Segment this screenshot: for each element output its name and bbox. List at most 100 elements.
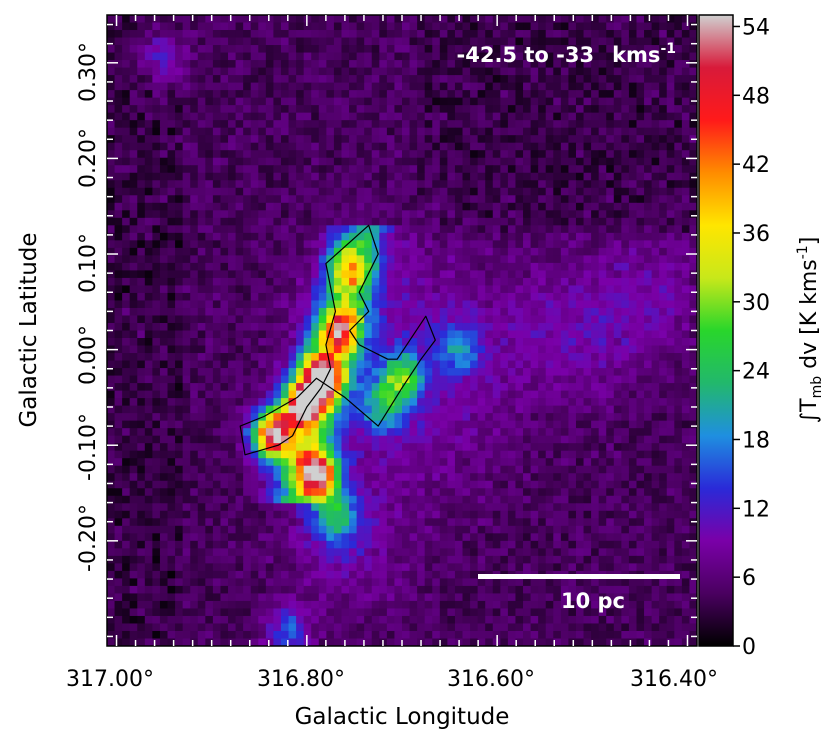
heatmap-cell — [515, 105, 524, 114]
heatmap-cell — [371, 232, 380, 241]
heatmap-cell — [197, 135, 206, 144]
heatmap-cell — [560, 135, 569, 144]
heatmap-cell — [167, 127, 176, 136]
heatmap-cell — [689, 232, 697, 241]
heatmap-cell — [182, 217, 191, 226]
heatmap-cell — [288, 202, 297, 211]
heatmap-cell — [417, 368, 426, 377]
heatmap-cell — [175, 353, 184, 362]
heatmap-cell — [212, 82, 221, 91]
heatmap-cell — [553, 413, 562, 422]
heatmap-cell — [560, 435, 569, 444]
heatmap-cell — [356, 120, 365, 129]
heatmap-cell — [265, 22, 274, 31]
heatmap-cell — [530, 330, 539, 339]
heatmap-cell — [417, 458, 426, 467]
heatmap-cell — [311, 195, 320, 204]
heatmap-cell — [447, 90, 456, 99]
heatmap-cell — [265, 420, 274, 429]
heatmap-cell — [500, 383, 509, 392]
heatmap-cell — [583, 292, 592, 301]
heatmap-cell — [560, 225, 569, 234]
heatmap-cell — [122, 150, 131, 159]
heatmap-cell — [341, 127, 350, 136]
heatmap-cell — [545, 15, 554, 24]
heatmap-cell — [523, 135, 532, 144]
heatmap-cell — [379, 330, 388, 339]
heatmap-cell — [492, 127, 501, 136]
heatmap-cell — [689, 480, 697, 489]
heatmap-cell — [318, 255, 327, 264]
heatmap-cell — [424, 330, 433, 339]
heatmap-cell — [265, 458, 274, 467]
heatmap-cell — [613, 180, 622, 189]
heatmap-cell — [492, 488, 501, 497]
heatmap-cell — [243, 75, 252, 84]
heatmap-cell — [296, 127, 305, 136]
heatmap-cell — [386, 157, 395, 166]
heatmap-cell — [220, 488, 229, 497]
heatmap-cell — [288, 127, 297, 136]
heatmap-cell — [137, 142, 146, 151]
heatmap-cell — [447, 120, 456, 129]
heatmap-cell — [190, 127, 199, 136]
heatmap-cell — [515, 247, 524, 256]
heatmap-cell — [137, 202, 146, 211]
heatmap-cell — [636, 22, 645, 31]
heatmap-cell — [598, 82, 607, 91]
heatmap-cell — [439, 443, 448, 452]
heatmap-cell — [371, 172, 380, 181]
heatmap-cell — [545, 353, 554, 362]
heatmap-cell — [182, 383, 191, 392]
heatmap-cell — [379, 465, 388, 474]
heatmap-cell — [228, 307, 237, 316]
heatmap-cell — [303, 217, 312, 226]
heatmap-cell — [341, 322, 350, 331]
heatmap-cell — [311, 60, 320, 69]
heatmap-cell — [114, 390, 123, 399]
heatmap-cell — [523, 37, 532, 46]
heatmap-cell — [167, 202, 176, 211]
heatmap-cell — [311, 217, 320, 226]
heatmap-cell — [530, 315, 539, 324]
heatmap-cell — [606, 383, 615, 392]
heatmap-cell — [273, 240, 282, 249]
heatmap-cell — [197, 480, 206, 489]
heatmap-cell — [356, 428, 365, 437]
heatmap-cell — [492, 45, 501, 54]
heatmap-cell — [591, 210, 600, 219]
heatmap-cell — [477, 458, 486, 467]
heatmap-cell — [659, 315, 668, 324]
heatmap-cell — [303, 150, 312, 159]
heatmap-cell — [606, 120, 615, 129]
heatmap-cell — [265, 157, 274, 166]
heatmap-cell — [651, 105, 660, 114]
heatmap-cell — [107, 383, 116, 392]
heatmap-cell — [273, 142, 282, 151]
heatmap-cell — [424, 390, 433, 399]
heatmap-cell — [651, 300, 660, 309]
heatmap-cell — [122, 428, 131, 437]
heatmap-cell — [114, 127, 123, 136]
heatmap-cell — [137, 428, 146, 437]
heatmap-cell — [265, 165, 274, 174]
heatmap-cell — [129, 330, 138, 339]
heatmap-cell — [349, 338, 358, 347]
heatmap-cell — [265, 338, 274, 347]
heatmap-cell — [500, 22, 509, 31]
heatmap-cell — [507, 473, 516, 482]
heatmap-cell — [492, 345, 501, 354]
heatmap-cell — [500, 142, 509, 151]
heatmap-cell — [530, 135, 539, 144]
heatmap-cell — [273, 270, 282, 279]
heatmap-cell — [318, 368, 327, 377]
heatmap-cell — [454, 127, 464, 136]
heatmap-cell — [500, 292, 509, 301]
heatmap-cell — [462, 285, 471, 294]
heatmap-cell — [681, 270, 690, 279]
heatmap-cell — [122, 120, 131, 129]
heatmap-cell — [235, 428, 244, 437]
heatmap-cell — [364, 22, 373, 31]
heatmap-cell — [666, 135, 675, 144]
heatmap-cell — [341, 30, 350, 39]
